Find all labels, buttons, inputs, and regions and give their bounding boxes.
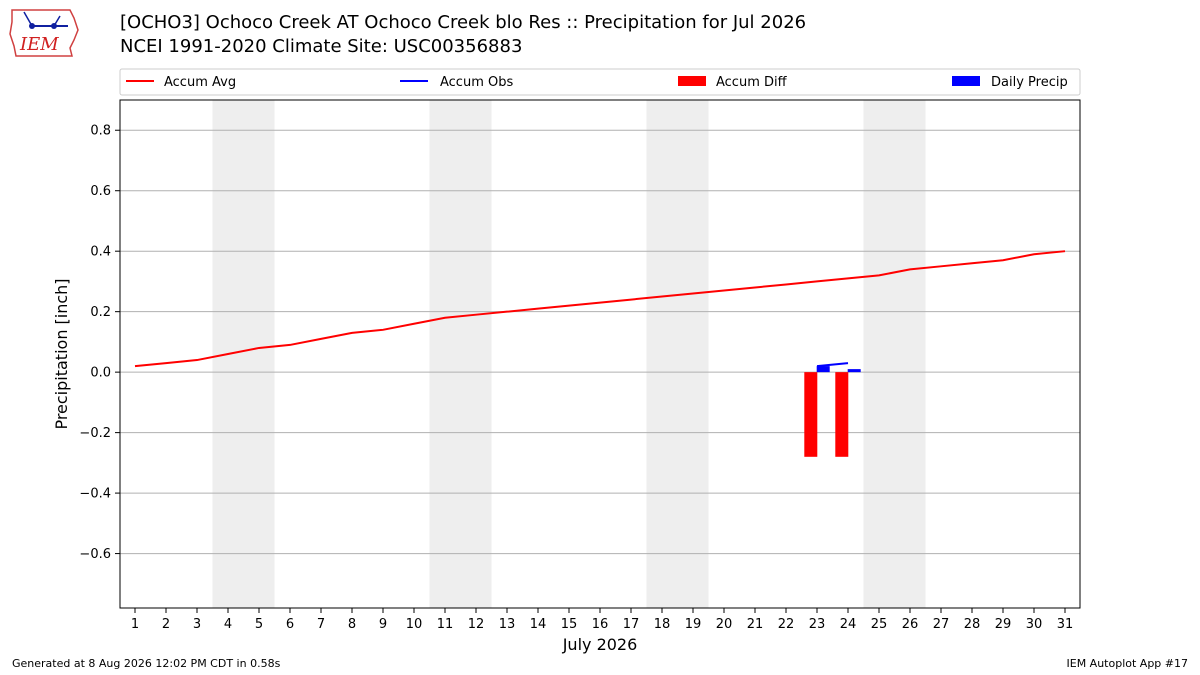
xtick-label: 30 [1026, 617, 1043, 632]
xtick-label: 7 [317, 617, 325, 632]
weekend-shading [212, 100, 926, 608]
bar-daily-precip [816, 366, 830, 373]
bars [804, 366, 861, 457]
ytick-label: 0.0 [90, 366, 111, 381]
legend-label-accum-diff: Accum Diff [716, 75, 788, 90]
xtick-label: 9 [379, 617, 387, 632]
y-gridlines [120, 129, 1080, 555]
legend-label-accum-obs: Accum Obs [440, 75, 513, 90]
xtick-label: 5 [255, 617, 263, 632]
xtick-label: 15 [561, 617, 578, 632]
iowa-outline [9, 9, 79, 57]
ytick-label: −0.6 [79, 547, 111, 562]
xtick-label: 29 [995, 617, 1012, 632]
x-axis-ticks: 1 2 3 4 5 6 7 8 9 10 11 12 13 14 15 16 17 18 19 20 21 22 23 24 2… [131, 608, 1073, 632]
ytick-label: −0.4 [79, 487, 111, 502]
bar-accum-diff [804, 372, 818, 457]
weekend-band-1 [429, 100, 492, 608]
weekend-band-0 [212, 100, 275, 608]
xtick-label: 22 [778, 617, 795, 632]
xtick-label: 4 [224, 617, 232, 632]
xtick-label: 20 [716, 617, 733, 632]
line-accum-obs [816, 362, 849, 368]
legend-swatch-daily-precip [952, 76, 980, 86]
ytick-label: 0.8 [90, 124, 111, 139]
legend-swatch-accum-diff [678, 76, 706, 86]
xtick-label: 24 [840, 617, 857, 632]
xtick-label: 14 [530, 617, 547, 632]
legend-label-daily-precip: Daily Precip [991, 75, 1068, 90]
xtick-label: 18 [654, 617, 671, 632]
footer-app: IEM Autoplot App #17 [1066, 657, 1189, 670]
xtick-label: 19 [685, 617, 702, 632]
legend: Accum Avg Accum Obs Accum Diff Daily Pre… [119, 68, 1081, 96]
xtick-label: 1 [131, 617, 139, 632]
ytick-label: 0.2 [90, 305, 111, 320]
xtick-label: 6 [286, 617, 294, 632]
lines [134, 250, 1066, 368]
xtick-label: 17 [623, 617, 640, 632]
legend-label-accum-avg: Accum Avg [164, 75, 236, 90]
xtick-label: 16 [592, 617, 609, 632]
xtick-label: 27 [933, 617, 950, 632]
xtick-label: 10 [406, 617, 423, 632]
chart-title-line2: NCEI 1991-2020 Climate Site: USC00356883 [120, 36, 523, 57]
footer-generated: Generated at 8 Aug 2026 12:02 PM CDT in … [12, 657, 281, 670]
line-accum-avg [134, 250, 1066, 368]
chart-title-line1: [OCHO3] Ochoco Creek AT Ochoco Creek blo… [120, 12, 807, 33]
xtick-label: 13 [499, 617, 516, 632]
xtick-label: 2 [162, 617, 170, 632]
bar-daily-precip [847, 369, 861, 373]
xtick-label: 21 [747, 617, 764, 632]
xtick-label: 3 [193, 617, 201, 632]
x-axis-label: July 2026 [562, 635, 638, 654]
ytick-label: 0.6 [90, 184, 111, 199]
xtick-label: 31 [1057, 617, 1074, 632]
xtick-label: 28 [964, 617, 981, 632]
xtick-label: 11 [437, 617, 454, 632]
xtick-label: 12 [468, 617, 485, 632]
weekend-band-3 [863, 100, 926, 608]
legend-frame [119, 68, 1081, 96]
iem-logo: IEM [8, 6, 82, 60]
xtick-label: 23 [809, 617, 826, 632]
y-axis-ticks: −0.6 −0.4 −0.2 0.0 0.2 0.4 0.6 0.8 [79, 124, 120, 562]
ytick-label: 0.4 [90, 245, 111, 260]
xtick-label: 26 [902, 617, 919, 632]
bar-accum-diff [835, 372, 849, 457]
ytick-label: −0.2 [79, 426, 111, 441]
xtick-label: 8 [348, 617, 356, 632]
y-axis-label: Precipitation [inch] [52, 278, 71, 429]
xtick-label: 25 [871, 617, 888, 632]
weekend-band-2 [646, 100, 709, 608]
logo-text: IEM [19, 34, 59, 55]
